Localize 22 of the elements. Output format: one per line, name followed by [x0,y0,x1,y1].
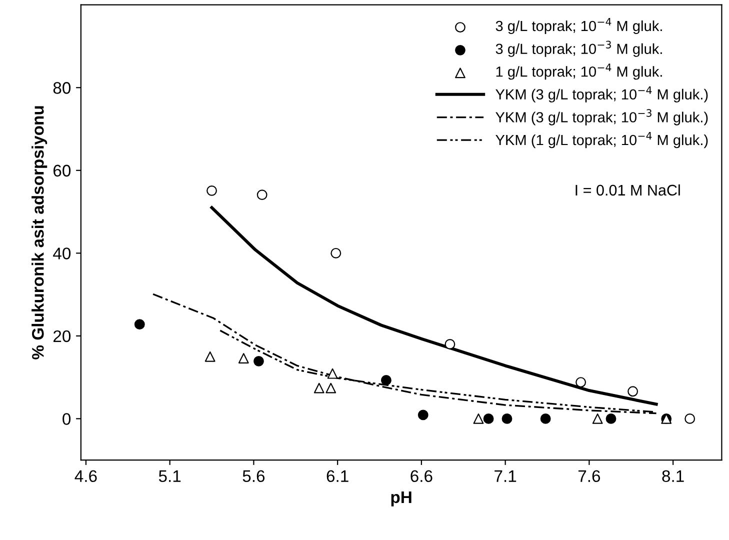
legend-label: 3 g/L toprak; 10$^{−3}$ M gluk. [496,40,662,57]
x-axis-title: pH [391,492,412,506]
x-tick-label: 7.6 [578,470,600,482]
legend-label: YKM (3 g/L toprak; 10$^{−3}$ M gluk.) [496,109,708,126]
x-tick-label: 6.1 [326,470,348,482]
x-tick-label: 6.6 [410,470,432,482]
y-tick-label: 80 [53,82,71,94]
y-tick-label: 40 [53,248,71,260]
x-tick-label: 4.6 [74,470,97,482]
y-axis-title: % Glukuronik asit adsorpsiyonu [32,106,48,360]
x-tick-label: 8.1 [662,470,684,482]
x-tick-label: 7.1 [494,470,516,482]
x-tick-label: 5.6 [242,470,265,482]
legend-label: 1 g/L toprak; 10$^{−4}$ M gluk. [496,64,662,80]
y-tick-label: 20 [54,330,71,342]
annotation: I = 0.01 M NaCl [576,184,680,196]
y-tick-label: 0 [62,413,71,425]
legend-label: YKM (3 g/L toprak; 10$^{−4}$ M gluk.) [496,86,708,102]
y-tick-label: 60 [54,164,71,177]
legend-label: 3 g/L toprak; 10$^{−4}$ M gluk. [496,18,662,34]
x-tick-label: 5.1 [158,470,181,482]
legend-label: YKM (1 g/L toprak; 10$^{−4}$ M gluk.) [496,132,708,148]
